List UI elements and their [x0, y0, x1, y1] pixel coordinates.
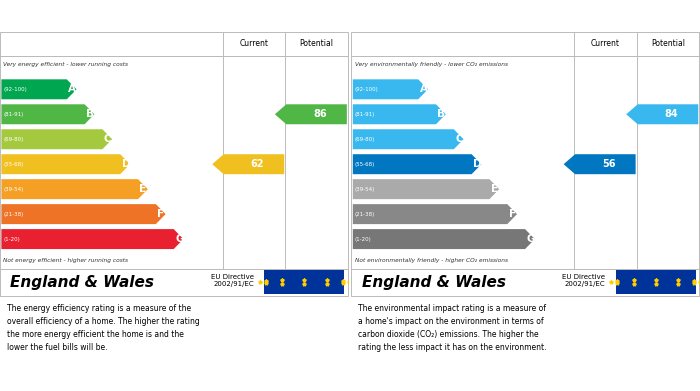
Text: F: F [158, 209, 164, 219]
Text: The environmental impact rating is a measure of
a home's impact on the environme: The environmental impact rating is a mea… [358, 303, 547, 352]
Text: (55-68): (55-68) [355, 162, 375, 167]
Text: (69-80): (69-80) [4, 137, 24, 142]
Polygon shape [353, 79, 428, 99]
Bar [265, 270, 344, 294]
Text: Potential: Potential [651, 39, 685, 48]
Polygon shape [1, 79, 76, 99]
Text: Very environmentally friendly - lower CO₂ emissions: Very environmentally friendly - lower CO… [355, 61, 508, 66]
Text: (92-100): (92-100) [4, 87, 27, 92]
Polygon shape [275, 104, 347, 124]
Text: England & Wales: England & Wales [10, 275, 155, 290]
Text: (21-38): (21-38) [355, 212, 375, 217]
Text: (21-38): (21-38) [4, 212, 24, 217]
Text: Not energy efficient - higher running costs: Not energy efficient - higher running co… [4, 258, 129, 264]
Text: (1-20): (1-20) [4, 237, 20, 242]
Text: G: G [526, 234, 535, 244]
Polygon shape [1, 129, 112, 149]
Text: England & Wales: England & Wales [362, 275, 506, 290]
Text: Current: Current [239, 39, 269, 48]
Text: The energy efficiency rating is a measure of the
overall efficiency of a home. T: The energy efficiency rating is a measur… [7, 303, 199, 352]
Bar [616, 270, 696, 294]
Text: EU Directive
2002/91/EC: EU Directive 2002/91/EC [211, 274, 254, 287]
Polygon shape [212, 154, 284, 174]
Text: (92-100): (92-100) [355, 87, 379, 92]
Text: C: C [104, 134, 111, 144]
Polygon shape [353, 104, 446, 124]
Polygon shape [564, 154, 636, 174]
Text: 56: 56 [602, 159, 615, 169]
Text: EU Directive
2002/91/EC: EU Directive 2002/91/EC [562, 274, 606, 287]
Text: Current: Current [591, 39, 620, 48]
Polygon shape [353, 154, 482, 174]
Text: Energy Efficiency Rating: Energy Efficiency Rating [7, 9, 169, 23]
Polygon shape [626, 104, 699, 124]
Polygon shape [353, 204, 517, 224]
Polygon shape [1, 179, 148, 199]
Text: (39-54): (39-54) [4, 187, 24, 192]
Polygon shape [1, 104, 95, 124]
Text: Environmental Impact (CO₂) Rating: Environmental Impact (CO₂) Rating [358, 9, 591, 23]
Text: 62: 62 [251, 159, 264, 169]
Text: G: G [175, 234, 183, 244]
Text: B: B [438, 109, 445, 119]
Polygon shape [353, 229, 535, 249]
Text: C: C [455, 134, 463, 144]
Text: E: E [139, 184, 146, 194]
Polygon shape [1, 204, 166, 224]
Polygon shape [1, 154, 130, 174]
Text: E: E [491, 184, 498, 194]
Text: Not environmentally friendly - higher CO₂ emissions: Not environmentally friendly - higher CO… [355, 258, 508, 264]
Text: A: A [419, 84, 428, 94]
Text: Potential: Potential [300, 39, 334, 48]
Text: (69-80): (69-80) [355, 137, 375, 142]
Text: D: D [122, 159, 130, 169]
Text: D: D [473, 159, 482, 169]
Text: (81-91): (81-91) [4, 112, 24, 117]
Text: A: A [68, 84, 76, 94]
Text: (55-68): (55-68) [4, 162, 24, 167]
Polygon shape [353, 179, 499, 199]
Text: (1-20): (1-20) [355, 237, 372, 242]
Text: (39-54): (39-54) [355, 187, 375, 192]
Text: F: F [509, 209, 516, 219]
Text: (81-91): (81-91) [355, 112, 375, 117]
Polygon shape [353, 129, 463, 149]
Polygon shape [1, 229, 183, 249]
Text: Very energy efficient - lower running costs: Very energy efficient - lower running co… [4, 61, 129, 66]
Text: B: B [86, 109, 94, 119]
Text: 86: 86 [314, 109, 327, 119]
Text: 84: 84 [665, 109, 678, 119]
